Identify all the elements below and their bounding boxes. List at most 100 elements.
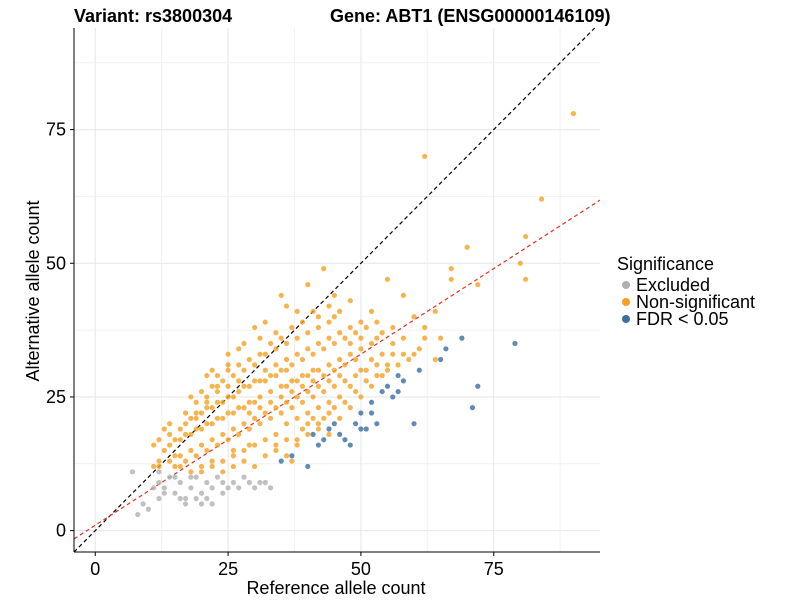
point-non-significant [257, 421, 263, 427]
point-non-significant [390, 351, 396, 357]
point-excluded [188, 485, 194, 491]
point-non-significant [400, 351, 407, 357]
point-fdr-0-05 [368, 410, 375, 416]
y-tick-label: 75 [46, 120, 66, 140]
point-non-significant [326, 410, 332, 416]
point-non-significant [209, 383, 215, 389]
point-excluded [262, 479, 268, 486]
point-non-significant [358, 346, 364, 352]
point-non-significant [368, 308, 375, 314]
point-non-significant [283, 303, 290, 309]
point-non-significant [273, 431, 279, 437]
point-non-significant [400, 292, 407, 298]
point-non-significant [347, 324, 353, 331]
data-points [129, 110, 577, 518]
point-non-significant [315, 383, 322, 389]
point-non-significant [161, 447, 167, 454]
point-fdr-0-05 [438, 356, 444, 363]
point-non-significant [230, 426, 236, 432]
point-fdr-0-05 [326, 426, 332, 432]
point-non-significant [262, 351, 268, 357]
legend-label: Non-significant [636, 292, 755, 312]
point-non-significant [315, 324, 322, 331]
point-non-significant [241, 458, 247, 464]
point-excluded [267, 485, 274, 491]
point-non-significant [337, 372, 343, 379]
point-non-significant [167, 421, 173, 427]
point-non-significant [342, 399, 348, 405]
point-non-significant [283, 340, 290, 347]
point-non-significant [283, 367, 290, 373]
point-fdr-0-05 [374, 421, 380, 427]
point-non-significant [294, 335, 300, 341]
point-non-significant [172, 463, 178, 470]
point-fdr-0-05 [416, 367, 422, 373]
point-non-significant [315, 426, 322, 432]
point-fdr-0-05 [390, 394, 396, 400]
point-non-significant [246, 356, 252, 363]
point-non-significant [246, 410, 252, 416]
point-non-significant [448, 266, 454, 272]
point-non-significant [310, 308, 316, 314]
point-non-significant [331, 314, 337, 320]
point-fdr-0-05 [384, 383, 391, 389]
point-non-significant [422, 335, 428, 341]
chart-title-variant: Variant: rs3800304 [74, 6, 232, 26]
point-non-significant [299, 356, 306, 363]
point-excluded [241, 474, 247, 480]
point-excluded [188, 474, 194, 480]
x-tick-label: 50 [351, 559, 371, 579]
point-non-significant [321, 415, 327, 421]
point-non-significant [523, 276, 529, 282]
point-non-significant [252, 378, 258, 384]
point-non-significant [204, 405, 210, 411]
point-non-significant [257, 394, 263, 400]
point-non-significant [236, 346, 242, 352]
point-excluded [182, 495, 189, 502]
point-non-significant [182, 410, 189, 416]
point-non-significant [267, 340, 274, 347]
point-non-significant [390, 324, 396, 331]
point-non-significant [422, 324, 428, 331]
x-axis-label: Reference allele count [246, 578, 425, 598]
point-non-significant [230, 463, 236, 470]
point-excluded [129, 469, 136, 475]
point-non-significant [188, 394, 194, 400]
point-excluded [177, 495, 183, 502]
point-fdr-0-05 [358, 410, 364, 416]
point-non-significant [236, 405, 242, 411]
point-non-significant [236, 378, 242, 384]
point-non-significant [342, 378, 348, 384]
point-non-significant [225, 383, 231, 389]
point-fdr-0-05 [475, 383, 481, 389]
point-non-significant [204, 399, 210, 405]
point-fdr-0-05 [352, 421, 359, 427]
point-non-significant [283, 453, 290, 459]
y-tick-label: 0 [56, 521, 66, 541]
point-non-significant [379, 330, 385, 336]
point-non-significant [225, 394, 231, 400]
point-excluded [220, 490, 226, 496]
point-non-significant [379, 351, 385, 357]
axes [73, 28, 600, 553]
point-non-significant [214, 415, 221, 421]
point-non-significant [225, 351, 231, 357]
point-non-significant [289, 388, 295, 395]
point-non-significant [193, 426, 199, 432]
point-non-significant [395, 362, 401, 368]
x-tick-label: 25 [218, 559, 238, 579]
point-non-significant [156, 463, 162, 470]
point-non-significant [326, 431, 332, 437]
point-excluded [209, 485, 215, 491]
point-non-significant [310, 378, 316, 384]
point-non-significant [464, 244, 470, 250]
point-non-significant [214, 399, 221, 405]
point-non-significant [315, 367, 322, 373]
point-non-significant [214, 442, 221, 448]
point-non-significant [315, 405, 322, 411]
point-excluded [156, 469, 162, 475]
tick-labels: 0 25 50 75 0 25 50 75 [46, 120, 504, 579]
point-non-significant [337, 356, 343, 363]
point-non-significant [220, 378, 226, 384]
point-non-significant [384, 362, 391, 368]
